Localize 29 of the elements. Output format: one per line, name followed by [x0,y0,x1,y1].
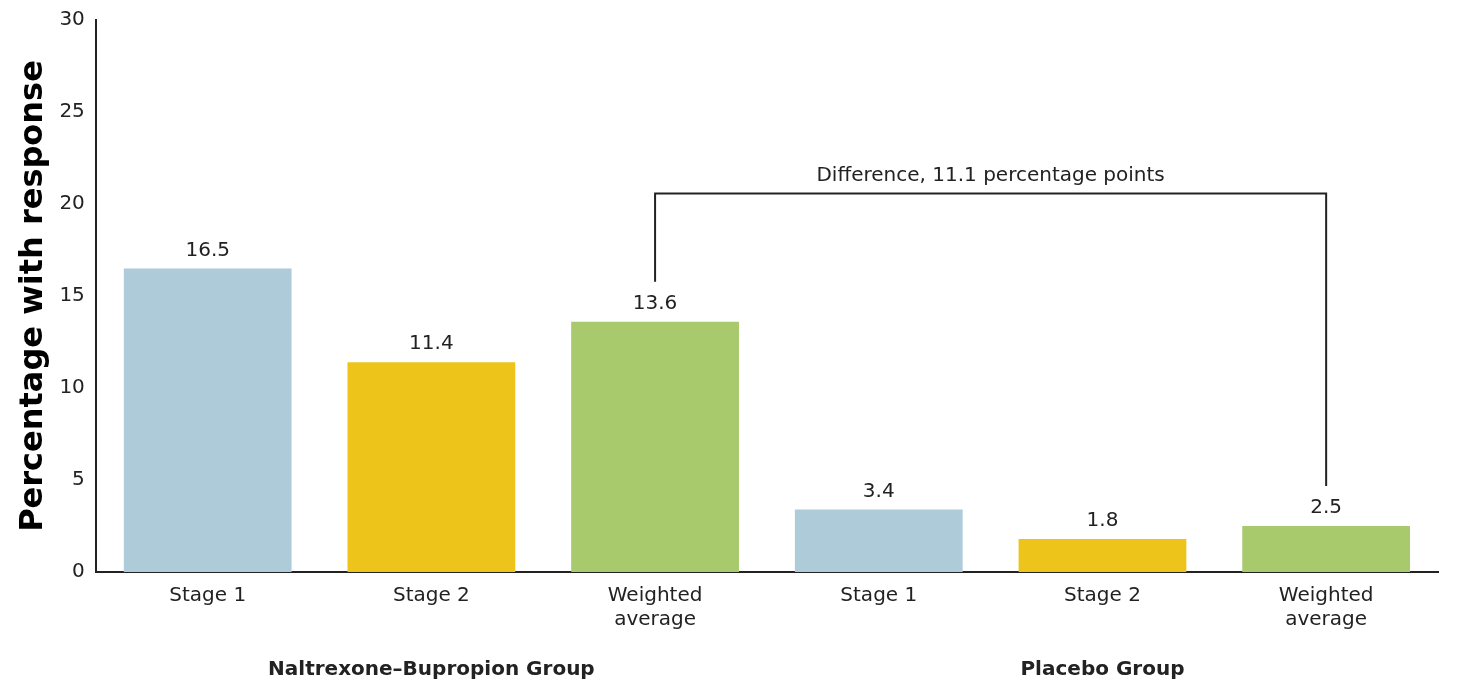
data-label: 3.4 [862,477,895,502]
bar [1018,538,1187,572]
data-label: 11.4 [409,330,454,355]
data-label: 16.5 [185,236,230,261]
y-tick-label: 15 [59,282,85,307]
text: Placebo Group [1020,656,1185,681]
data-label: 2.5 [1310,494,1343,519]
x-tick-label: Stage 2 [1064,582,1141,607]
y-tick-label: 25 [59,98,85,123]
bar [1242,526,1411,572]
annotation: Difference, 11.1 percentage points [816,161,1165,186]
data-label: 1.8 [1086,507,1119,532]
y-tick-label: 30 [59,6,85,31]
x-tick-label: Weighted average [607,582,703,631]
bar [794,509,963,572]
y-tick-label: 10 [59,374,85,399]
bar [123,268,292,572]
y-tick-label: 20 [59,190,85,215]
y-axis-title: Percentage with response [11,60,50,532]
x-tick-label: Weighted average [1278,582,1374,631]
y-tick-label: 5 [72,466,85,491]
x-tick-label: Stage 1 [840,582,918,607]
data-label: 13.6 [632,289,678,314]
text: Naltrexone–Bupropion Group [268,656,595,681]
x-tick-label: Stage 1 [169,582,247,607]
y-tick-label: 0 [72,558,85,583]
bar [347,362,516,572]
bar [571,321,739,572]
x-tick-label: Stage 2 [392,582,470,607]
